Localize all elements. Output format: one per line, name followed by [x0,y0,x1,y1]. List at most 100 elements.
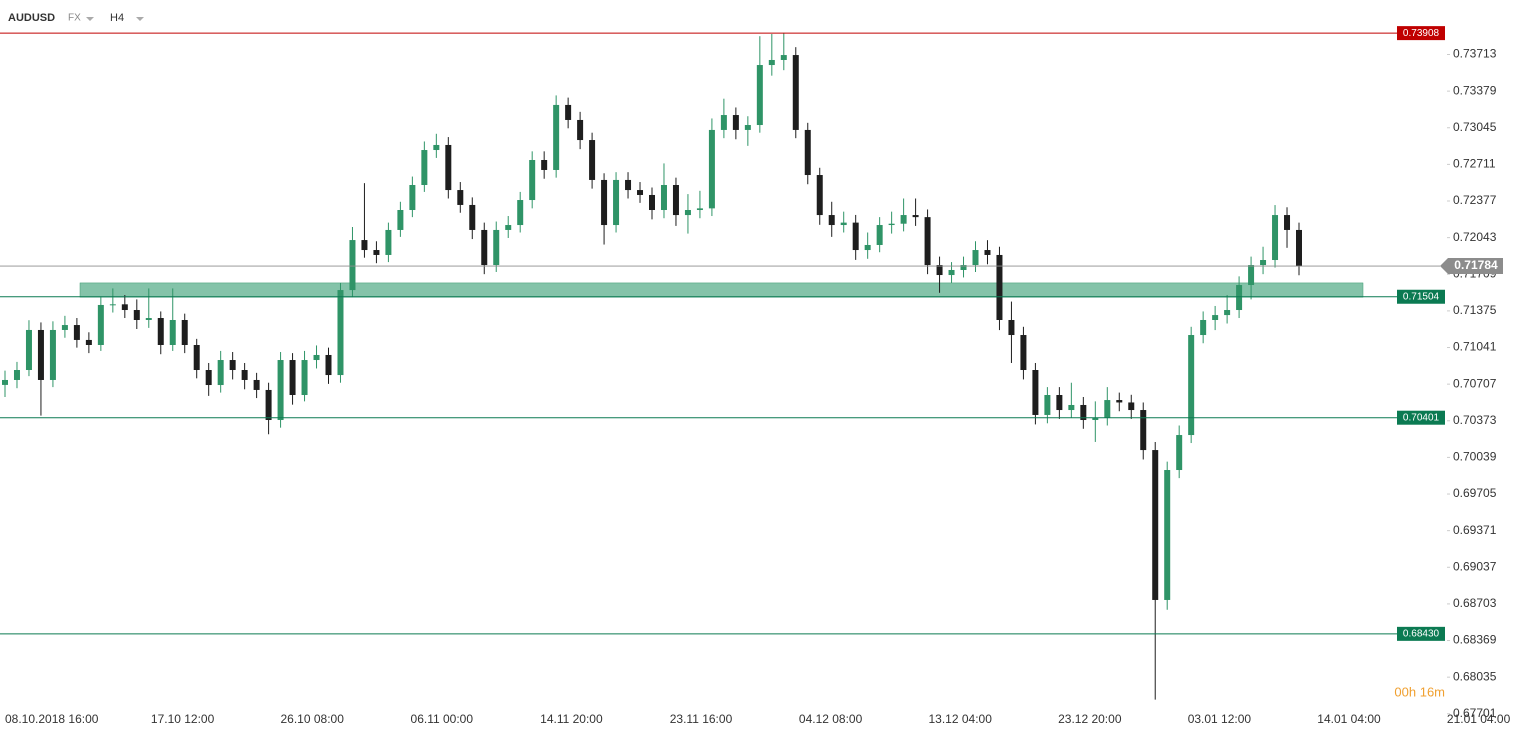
x-tick-label: 06.11 00:00 [411,712,474,726]
candle-body [181,319,188,345]
level-tag [1397,26,1445,41]
candle-timer: 00h 16m [1394,684,1445,699]
candle-body [157,318,164,345]
candle-body [529,159,536,201]
candle-body [637,190,644,195]
candle-body [421,150,428,186]
candle-body [1176,435,1183,471]
level-label: 0.71504 [1403,291,1440,302]
candle-body [1092,417,1099,421]
y-tick-label: 0.72377 [1453,193,1497,207]
candle-body [481,229,488,266]
candle-body [49,329,56,380]
candle-body [301,360,308,396]
candle-body [553,104,560,170]
candle-body [1236,285,1243,311]
candle-body [325,354,332,376]
level-tag [1397,410,1445,425]
candle-body [1008,319,1015,336]
level-label: 0.68430 [1403,628,1440,639]
candle-body [13,370,20,380]
candle-body [1284,215,1291,230]
candle-body [840,222,847,226]
dropdown-arrow[interactable] [136,17,144,21]
candle-body [696,208,703,211]
candle-body [229,360,236,371]
candle-body [253,379,260,390]
candle-body [193,344,200,371]
candle-body [912,215,919,218]
candle-body [1260,260,1267,266]
y-tick-label: 0.72711 [1453,157,1496,171]
candle-body [900,215,907,224]
candle-body [73,325,80,340]
candle-body [684,210,691,216]
candle-body [1068,404,1075,411]
y-tick-label: 0.73713 [1453,47,1497,61]
y-tick-label: 0.72043 [1453,230,1497,244]
y-tick-label: 0.70039 [1453,450,1497,464]
candle-body [409,185,416,211]
candle-body [888,223,895,226]
candle-body [397,210,404,230]
y-tick-label: 0.71375 [1453,303,1497,317]
x-tick-label: 21.01 04:00 [1447,712,1511,726]
candle-body [445,144,452,191]
x-tick-label: 26.10 08:00 [280,712,344,726]
candle-body [109,304,116,306]
symbol[interactable]: AUDUSD [8,12,55,24]
candle-body [613,179,620,226]
candle-body [1104,400,1111,418]
candle-body [660,185,667,211]
x-tick-label: 23.12 20:00 [1058,712,1122,726]
candle-body [373,250,380,255]
candle-body [1224,310,1231,316]
candle-body [732,115,739,130]
candle-body [984,250,991,255]
candle-body [97,304,104,345]
candle-body [708,129,715,209]
x-tick-label: 14.01 04:00 [1317,712,1381,726]
candle-body [744,125,751,130]
timeframe[interactable]: H4 [110,12,124,24]
candle-body [1212,315,1219,320]
candle-body [1296,229,1302,267]
candle-body [625,179,632,191]
market[interactable]: FX [68,13,81,24]
y-tick-label: 0.73045 [1453,120,1497,134]
candle-body [1020,335,1027,371]
y-tick-label: 0.69371 [1453,523,1497,537]
candle-body [1080,404,1087,421]
candle-body [577,119,584,141]
candle-body [337,290,344,376]
dropdown-arrow[interactable] [86,17,94,21]
candle-body [768,59,775,66]
candle-body [277,360,284,421]
candle-body [756,65,763,126]
candle-body [1152,450,1159,600]
y-tick-label: 0.68703 [1453,596,1497,610]
y-tick-label: 0.67701 [1453,706,1497,720]
y-tick-label: 0.69037 [1453,559,1497,573]
candle-body [265,389,272,421]
candle-body [385,229,392,255]
candle-body [864,244,871,251]
candle-body [1032,370,1039,415]
candle-body [313,354,320,361]
candle-body [972,250,979,266]
candle-body [37,329,44,380]
x-tick-label: 04.12 08:00 [799,712,863,726]
candle-body [2,379,8,385]
level-label: 0.70401 [1403,412,1440,423]
candle-body [205,370,212,386]
current-price-label: 0.71784 [1454,258,1498,272]
candle-body [169,319,176,345]
candle-body [1116,400,1123,403]
y-tick-label: 0.70373 [1453,413,1497,427]
candle-body [217,360,224,386]
x-tick-label: 08.10.2018 16:00 [5,712,99,726]
candle-body [1164,470,1171,600]
candle-body [1140,410,1147,451]
candle-body [924,217,931,266]
y-tick-label: 0.70707 [1453,376,1497,390]
